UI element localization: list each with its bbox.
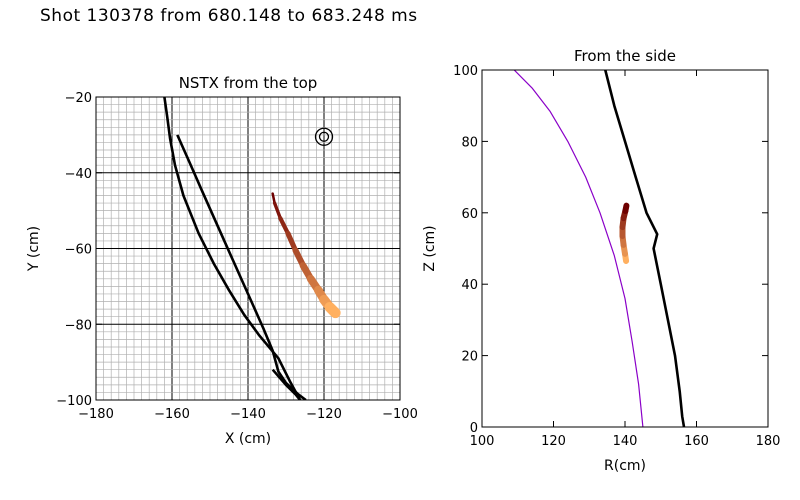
top-view-x-axis-label: X (cm) (225, 431, 271, 447)
data-layer (163, 97, 341, 400)
top-view-title: NSTX from the top (179, 74, 318, 92)
gas-puff-segment (272, 201, 282, 220)
vessel-wall-line-0 (163, 97, 302, 400)
y-tick-label: 40 (461, 278, 478, 293)
page-title: Shot 130378 from 680.148 to 683.248 ms (40, 6, 418, 26)
gas-puff (619, 202, 630, 264)
y-tick-label: 60 (461, 207, 478, 222)
side-view-chart: 100 120 140 160 180 0 20 40 60 80 100 From the side… (422, 47, 780, 474)
y-tick-label: −80 (65, 318, 92, 333)
nozzle-marker-inner (318, 131, 330, 142)
vessel-wall-line-0 (604, 70, 686, 427)
ticks: −180 −160 −140 −120 −100 −100 −80 −60 −40 −20 (56, 91, 418, 422)
gas-puff-segment (278, 216, 291, 236)
data-layer (513, 70, 686, 427)
side-view-title: From the side (574, 47, 676, 65)
vessel-wall-line-2 (271, 368, 302, 400)
side-view-x-axis-label: R(cm) (604, 458, 646, 474)
x-tick-label: 120 (541, 434, 566, 449)
y-tick-label: 20 (461, 350, 478, 365)
x-tick-label: −180 (78, 407, 114, 422)
gas-puff-segment (285, 230, 299, 253)
gas-puff-segment (622, 202, 630, 215)
nozzle-marker-outer (314, 127, 334, 146)
x-tick-label: 100 (470, 434, 495, 449)
top-view-y-axis-label: Y (cm) (26, 226, 42, 272)
side-view-y-axis-label: Z (cm) (422, 225, 438, 271)
ticks: 100 120 140 160 180 0 20 40 60 80 100 (453, 64, 780, 449)
y-tick-label: −20 (65, 91, 92, 106)
x-tick-label: 140 (613, 434, 638, 449)
gas-puff-segment (324, 301, 341, 319)
x-tick-label: 160 (684, 434, 709, 449)
x-tick-label: −100 (382, 407, 418, 422)
y-tick-label: 80 (461, 135, 478, 150)
x-tick-label: −140 (230, 407, 266, 422)
y-tick-label: 0 (470, 421, 478, 436)
x-tick-label: −120 (306, 407, 342, 422)
y-tick-label: 100 (453, 64, 478, 79)
y-tick-label: −40 (65, 167, 92, 182)
y-tick-label: −60 (65, 243, 92, 258)
y-tick-label: −100 (56, 394, 92, 409)
top-view-chart: −180 −160 −140 −120 −100 −100 −80 −60 −40 −20 NSTX… (26, 74, 418, 447)
separatrix-line-1 (513, 70, 644, 427)
x-tick-label: 180 (756, 434, 781, 449)
vessel-wall-line-1 (176, 134, 307, 400)
grid (95, 96, 401, 401)
nozzle-marker (314, 127, 334, 146)
x-tick-label: −160 (154, 407, 190, 422)
gas-puff (271, 192, 341, 319)
